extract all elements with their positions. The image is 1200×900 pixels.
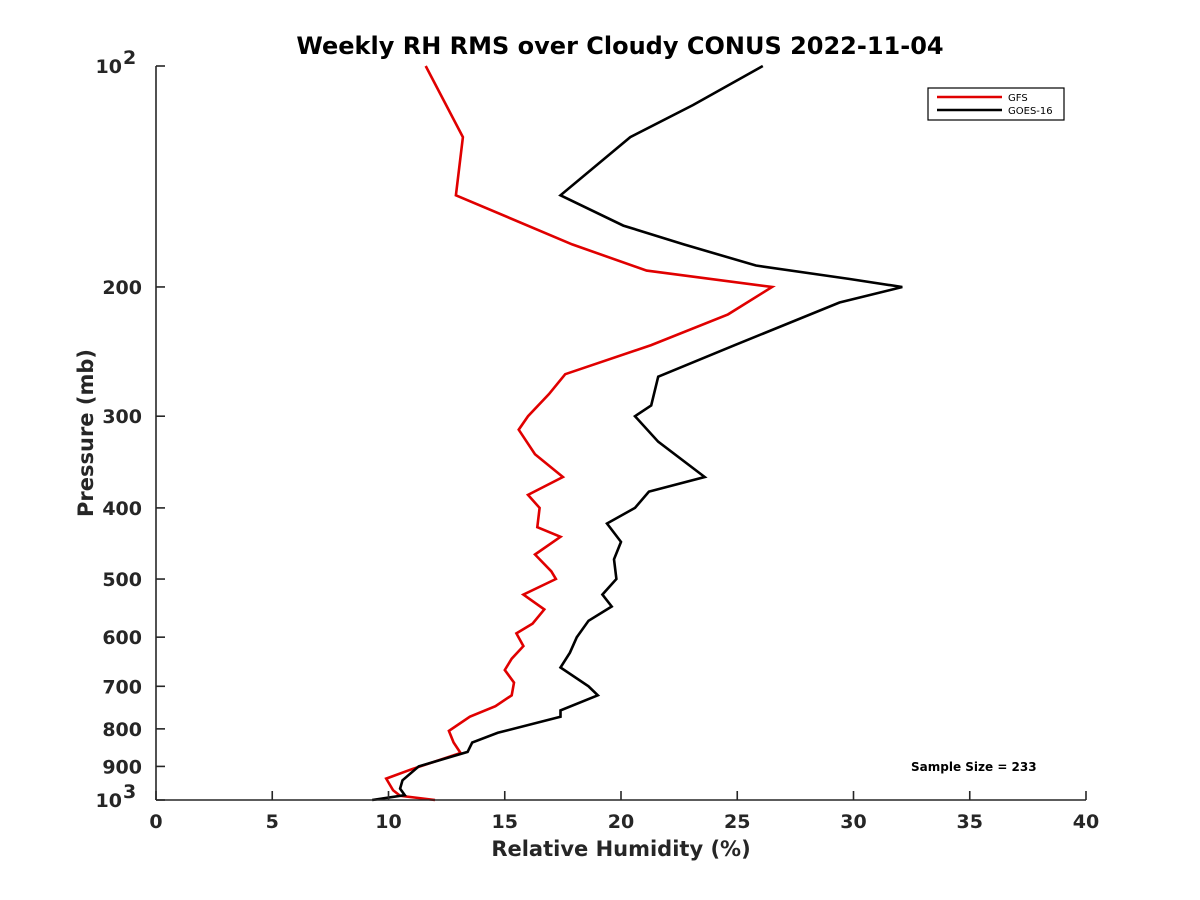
x-tick-label: 35 <box>957 811 983 833</box>
legend-label-gfs: GFS <box>1008 93 1028 104</box>
y-tick-label: 10 <box>96 790 122 812</box>
series-layer <box>372 64 903 802</box>
x-tick-label: 0 <box>149 811 162 833</box>
x-tick-label: 40 <box>1073 811 1099 833</box>
y-axis-title: Pressure (mb) <box>74 349 98 517</box>
x-tick-label: 20 <box>608 811 634 833</box>
y-tick-label: 800 <box>102 719 142 741</box>
y-tick-label: 700 <box>102 676 142 698</box>
y-tick-label: 400 <box>102 498 142 520</box>
legend-box <box>927 87 1065 121</box>
sample-size-annotation: Sample Size = 233 <box>911 760 1037 774</box>
y-tick-label: 10 <box>96 56 122 78</box>
legend-label-goes16: GOES-16 <box>1008 106 1053 117</box>
y-tick-label: 200 <box>102 277 142 299</box>
y-tick-label: 900 <box>102 756 142 778</box>
y-tick-label: 300 <box>102 406 142 428</box>
y-tick-label: 600 <box>102 627 142 649</box>
x-axis-title: Relative Humidity (%) <box>491 837 750 861</box>
series-line-goes16 <box>372 64 903 802</box>
y-tick-label: 500 <box>102 569 142 591</box>
x-tick-label: 10 <box>375 811 401 833</box>
y-tick-exponent: 2 <box>123 47 136 69</box>
legend: GFS GOES-16 <box>927 87 1065 121</box>
chart-title: Weekly RH RMS over Cloudy CONUS 2022-11-… <box>296 32 943 60</box>
x-tick-label: 30 <box>840 811 866 833</box>
y-tick-exponent: 3 <box>123 781 136 803</box>
x-ticks: 0 5 10 15 20 25 30 35 40 <box>149 791 1099 833</box>
x-tick-label: 15 <box>492 811 518 833</box>
x-tick-label: 25 <box>724 811 750 833</box>
series-line-gfs <box>384 65 776 802</box>
x-tick-label: 5 <box>266 811 279 833</box>
